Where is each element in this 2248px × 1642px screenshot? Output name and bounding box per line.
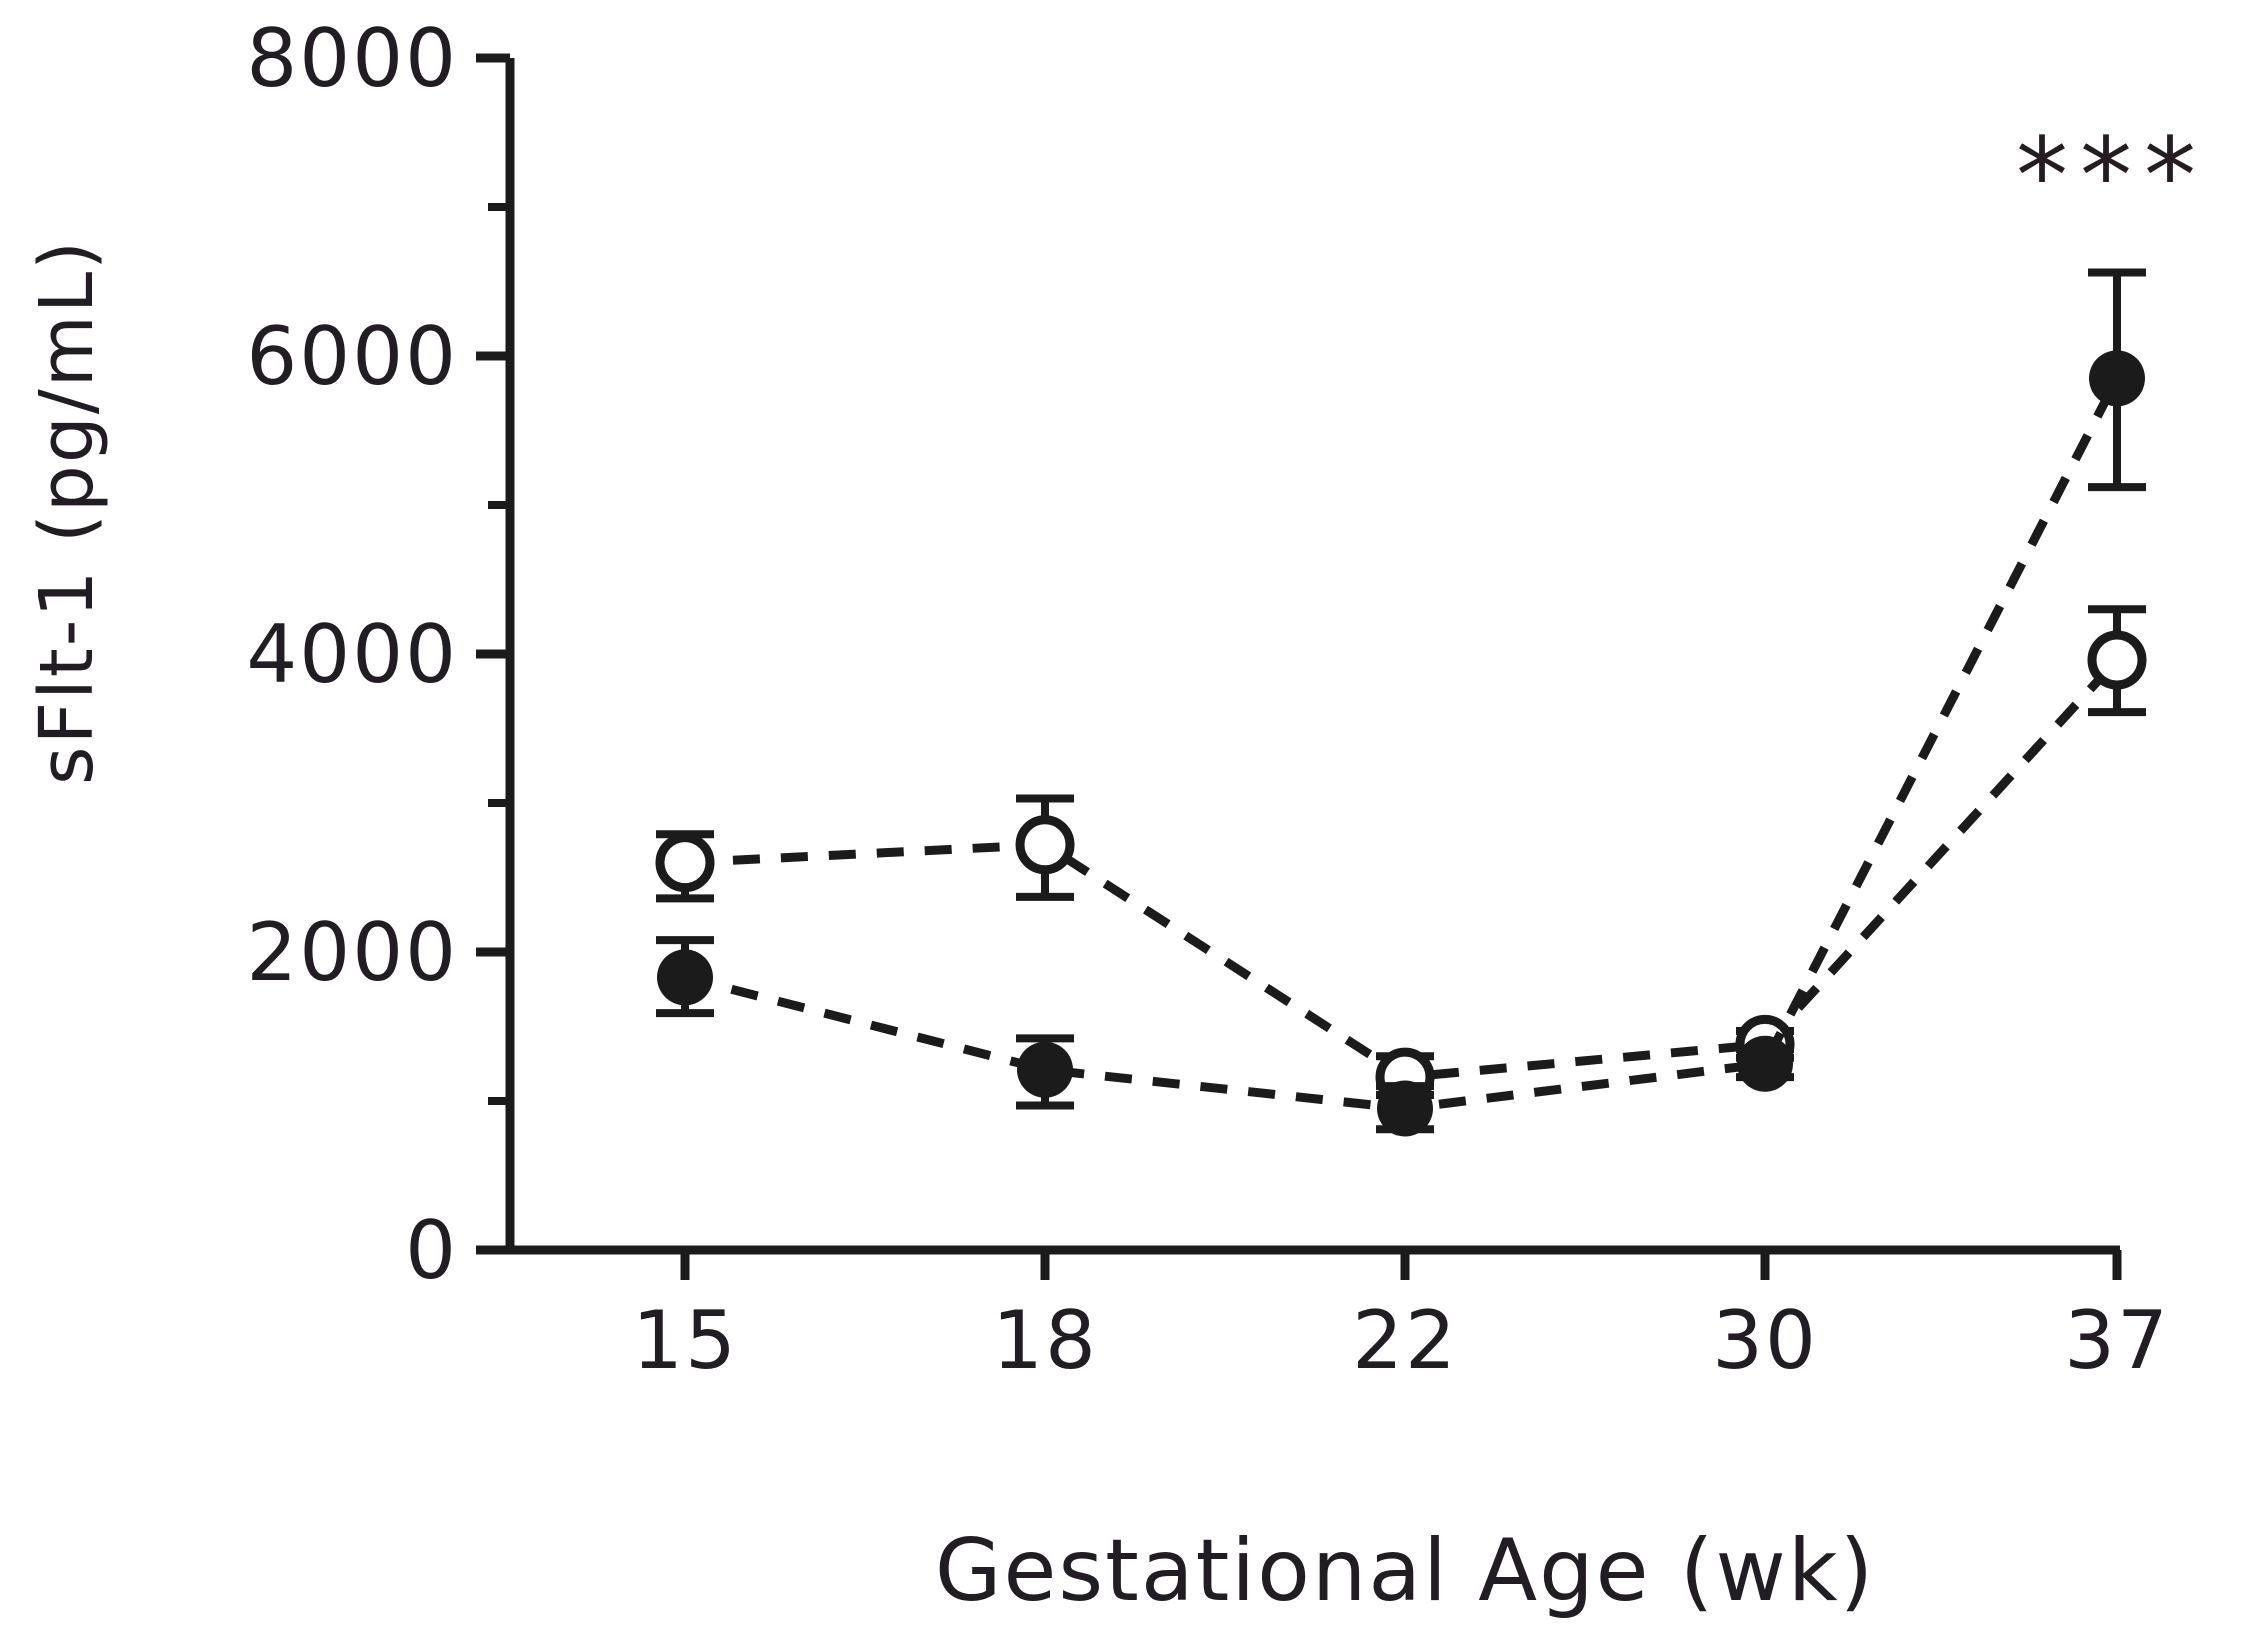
y-tick-label: 0 bbox=[405, 1204, 458, 1297]
x-tick-label: 30 bbox=[1712, 1294, 1818, 1387]
x-tick-label: 15 bbox=[632, 1294, 738, 1387]
x-tick-label: 37 bbox=[2064, 1294, 2170, 1387]
x-tick-label: 18 bbox=[992, 1294, 1098, 1387]
filled-circle-marker bbox=[1737, 1035, 1793, 1092]
open-circle-marker bbox=[2087, 630, 2147, 690]
series-line-filled-circle-series bbox=[683, 376, 2122, 1113]
y-tick-label: 8000 bbox=[246, 12, 458, 105]
axis-spine bbox=[505, 58, 2120, 1255]
significance-asterisks: *** bbox=[2016, 115, 2208, 237]
filled-circle-marker bbox=[2089, 350, 2145, 407]
filled-circle-marker bbox=[657, 949, 713, 1006]
x-tick-label: 22 bbox=[1352, 1294, 1458, 1387]
x-axis-title: Gestational Age (wk) bbox=[935, 1521, 1875, 1621]
filled-circle-marker bbox=[1377, 1080, 1433, 1137]
y-axis-title: sFlt-1 (pg/mL) bbox=[24, 239, 110, 785]
open-circle-marker bbox=[655, 833, 715, 893]
y-tick-label: 6000 bbox=[246, 310, 458, 403]
open-circle-marker bbox=[1015, 815, 1075, 875]
plot-area: 0 2000 4000 6000 8000 15 18 22 30 37 bbox=[246, 12, 2170, 1387]
y-tick-label: 4000 bbox=[246, 608, 458, 701]
series-line-open-circle-series bbox=[684, 656, 2121, 1082]
filled-circle-marker bbox=[1017, 1041, 1073, 1098]
y-tick-label: 2000 bbox=[246, 906, 458, 999]
